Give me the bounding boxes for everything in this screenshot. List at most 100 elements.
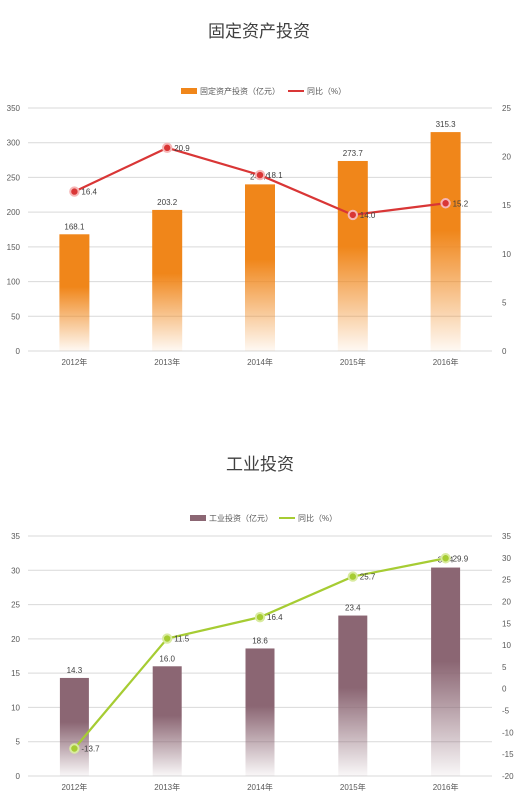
bar-2013年	[152, 209, 183, 351]
chart-2-yoy-labels: -13.7 11.5 16.4 25.7 29.9	[81, 554, 468, 753]
right-axis-tick-label: -10	[502, 728, 514, 737]
left-axis-tick-label: 300	[7, 139, 21, 148]
bar-2015年	[337, 160, 368, 351]
bar-value-label: 16.0	[159, 654, 175, 663]
bar-2012年	[59, 234, 90, 351]
yoy-value-label: 29.9	[453, 554, 469, 563]
chart-2-right-axis-ticks: -20 -15 -10 -5 0 5 10 15 20 25 30 35	[502, 532, 514, 781]
chart-industrial-investment: 工业投资 工业投资（亿元） 同比（%） 0 5 10 15 20 25 30 35 -20 -1…	[11, 455, 514, 792]
bar-2016年	[430, 132, 461, 351]
right-axis-tick-label: 20	[502, 153, 511, 162]
chart-2-title: 工业投资	[226, 455, 294, 474]
chart-2-gridlines	[28, 535, 492, 777]
x-axis-tick-label: 2013年	[154, 357, 180, 367]
yoy-point-2013年	[162, 633, 173, 644]
x-axis-tick-label: 2015年	[340, 782, 366, 792]
bar-2014年	[245, 184, 275, 351]
bar-value-label: 168.1	[64, 222, 85, 231]
left-axis-tick-label: 20	[11, 635, 20, 644]
right-axis-tick-label: 10	[502, 641, 511, 650]
left-axis-tick-label: 150	[7, 243, 21, 252]
chart-2-bars	[59, 567, 461, 776]
right-axis-tick-label: 25	[502, 104, 511, 113]
left-axis-tick-label: 15	[11, 669, 20, 678]
right-axis-tick-label: -20	[502, 772, 514, 781]
chart-2-yoy-points	[69, 553, 451, 754]
left-axis-tick-label: 0	[16, 772, 21, 781]
right-axis-tick-label: -15	[502, 750, 514, 759]
left-axis-tick-label: 100	[7, 278, 21, 287]
right-axis-tick-label: 20	[502, 597, 511, 606]
right-axis-tick-label: 35	[502, 532, 511, 541]
yoy-point-2015年	[347, 209, 358, 221]
chart-2-left-axis-ticks: 0 5 10 15 20 25 30 35	[11, 532, 20, 781]
yoy-value-label: 25.7	[360, 573, 376, 582]
bar-2016年	[431, 567, 461, 776]
chart-1-bars	[59, 132, 461, 351]
bar-2015年	[338, 615, 368, 776]
yoy-point-2014年	[254, 169, 266, 181]
yoy-value-label: 11.5	[174, 635, 190, 644]
chart-1-legend-bar-label: 固定资产投资（亿元）	[200, 86, 280, 96]
x-axis-tick-label: 2012年	[62, 782, 88, 792]
bar-value-label: 315.3	[436, 120, 457, 129]
bar-2012年	[59, 677, 89, 776]
yoy-point-2016年	[440, 553, 451, 564]
bar-value-label: 14.3	[67, 666, 83, 675]
right-axis-tick-label: 25	[502, 576, 511, 585]
left-axis-tick-label: 25	[11, 601, 20, 610]
right-axis-tick-label: 0	[502, 347, 507, 356]
yoy-point-2014年	[254, 611, 266, 623]
left-axis-tick-label: 0	[16, 347, 21, 356]
chart-1-left-axis-ticks: 0 50 100 150 200 250 300 350	[7, 104, 21, 356]
yoy-value-label: 16.4	[267, 613, 283, 622]
yoy-value-label: 16.4	[81, 188, 97, 197]
yoy-point-2015年	[347, 571, 358, 582]
right-axis-tick-label: 5	[502, 663, 507, 672]
x-axis-tick-label: 2015年	[340, 357, 366, 367]
chart-1-legend: 固定资产投资（亿元） 同比（%）	[181, 86, 346, 96]
yoy-point-2013年	[162, 142, 173, 154]
x-axis-tick-label: 2014年	[247, 357, 273, 367]
x-axis-tick-label: 2016年	[433, 782, 459, 792]
right-axis-tick-label: 15	[502, 619, 511, 628]
yoy-value-label: 15.2	[453, 199, 469, 208]
x-axis-tick-label: 2013年	[154, 782, 180, 792]
right-axis-tick-label: 10	[502, 250, 511, 259]
chart-1-title: 固定资产投资	[208, 22, 310, 41]
chart-1-yoy-points	[69, 142, 451, 221]
right-axis-tick-label: 30	[502, 554, 511, 563]
bar-value-label: 23.4	[345, 604, 361, 613]
chart-1-legend-bar-swatch	[181, 88, 197, 94]
chart-1-right-axis-ticks: 0 5 10 15 20 25	[502, 104, 511, 356]
yoy-value-label: 14.0	[360, 211, 376, 220]
x-axis-tick-label: 2016年	[433, 357, 459, 367]
left-axis-tick-label: 30	[11, 566, 20, 575]
right-axis-tick-label: 0	[502, 685, 507, 694]
right-axis-tick-label: 15	[502, 201, 511, 210]
right-axis-tick-label: -5	[502, 707, 510, 716]
yoy-value-label: -13.7	[81, 745, 100, 754]
yoy-point-2016年	[440, 198, 451, 209]
x-axis-tick-label: 2014年	[247, 782, 273, 792]
chart-1-x-axis-ticks: 2012年 2013年 2014年 2015年 2016年	[62, 357, 459, 367]
left-axis-tick-label: 10	[11, 703, 20, 712]
chart-1-yoy-labels: 16.4 20.9 18.1 14.0 15.2	[81, 144, 468, 220]
x-axis-tick-label: 2012年	[62, 357, 88, 367]
chart-2-legend-line-label: 同比（%）	[298, 513, 337, 523]
bar-value-label: 273.7	[343, 149, 364, 158]
yoy-value-label: 18.1	[267, 171, 283, 180]
yoy-point-2012年	[69, 743, 80, 754]
right-axis-tick-label: 5	[502, 298, 507, 307]
left-axis-tick-label: 5	[16, 738, 21, 747]
bar-2014年	[245, 648, 275, 776]
bar-value-label: 203.2	[157, 198, 178, 207]
bar-2013年	[152, 666, 182, 776]
left-axis-tick-label: 50	[11, 312, 20, 321]
yoy-point-2012年	[69, 186, 80, 197]
left-axis-tick-label: 350	[7, 104, 21, 113]
chart-2-legend-bar-swatch	[190, 515, 206, 521]
chart-2-x-axis-ticks: 2012年 2013年 2014年 2015年 2016年	[62, 782, 459, 792]
chart-2-legend-bar-label: 工业投资（亿元）	[209, 513, 273, 523]
